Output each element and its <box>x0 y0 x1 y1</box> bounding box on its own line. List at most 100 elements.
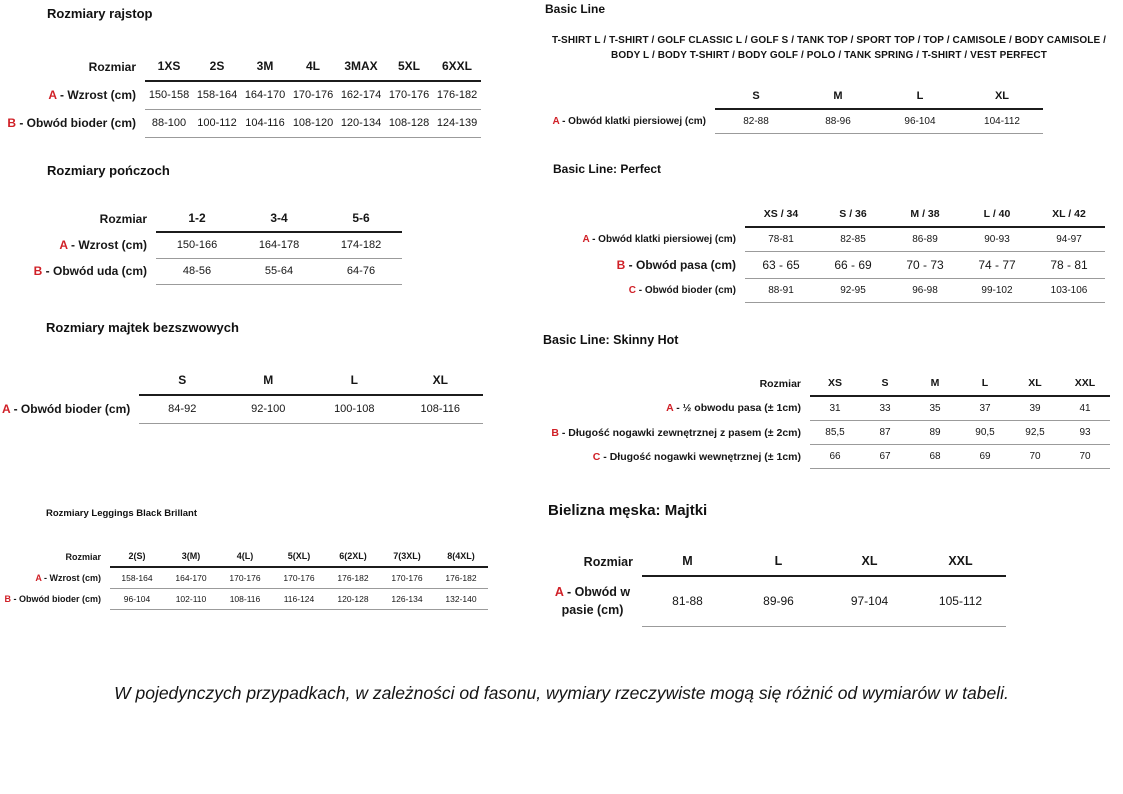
size-header-label-empty <box>540 84 715 109</box>
size-table-ponczochy: Rozmiar 1-2 3-4 5-6 A - Wzrost (cm) 150-… <box>0 205 402 285</box>
size-value: 33 <box>860 396 910 421</box>
column-header: 7(3XL) <box>380 546 434 568</box>
row-label-cell: A - Obwód w pasie (cm) <box>545 576 642 626</box>
size-value: 116-124 <box>272 588 326 610</box>
size-value: 74 - 77 <box>961 251 1033 279</box>
table-header-row: S M L XL <box>540 84 1043 110</box>
size-value: 100-112 <box>193 109 241 138</box>
size-value: 158-164 <box>193 81 241 110</box>
column-header: XL <box>1010 371 1060 397</box>
column-header: 3-4 <box>238 205 320 233</box>
size-value: 70 <box>1060 444 1110 469</box>
size-value: 87 <box>860 420 910 445</box>
size-value: 78-81 <box>745 227 817 252</box>
size-table-perfect: XS / 34 S / 36 M / 38 L / 40 XL / 42 A -… <box>540 202 1105 303</box>
column-header: 3(M) <box>164 546 218 568</box>
row-label-cell: A - Wzrost (cm) <box>0 81 145 109</box>
row-letter: A <box>666 402 674 415</box>
column-header: M <box>797 84 879 110</box>
row-label-cell: B - Długość nogawki zewnętrznej z pasem … <box>540 421 810 445</box>
table-header-row: Rozmiar 2(S) 3(M) 4(L) 5(XL) 6(2XL) 7(3X… <box>0 546 488 568</box>
size-table-meska: Rozmiar M L XL XXL A - Obwód w pasie (cm… <box>545 547 1006 627</box>
row-label: - Obwód bioder (cm) <box>638 285 736 296</box>
size-value: 170-176 <box>272 567 326 589</box>
table-header-row: Rozmiar 1XS 2S 3M 4L 3MAX 5XL 6XXL <box>0 52 481 82</box>
size-value: 96-104 <box>879 109 961 134</box>
row-letter: B <box>551 426 559 439</box>
section-title-basic-line: Basic Line <box>545 2 606 16</box>
size-value: 63 - 65 <box>745 251 817 279</box>
size-header-label: Rozmiar <box>88 59 136 74</box>
column-header: M / 38 <box>889 202 961 228</box>
size-value: 162-174 <box>337 81 385 110</box>
size-value: 164-170 <box>241 81 289 110</box>
size-value: 70 - 73 <box>889 251 961 279</box>
size-value: 102-110 <box>164 588 218 610</box>
size-value: 132-140 <box>434 588 488 610</box>
column-header: XXL <box>915 547 1006 577</box>
size-value: 99-102 <box>961 278 1033 303</box>
row-label-cell: B - Obwód bioder (cm) <box>0 589 110 610</box>
size-value: 88-100 <box>145 109 193 138</box>
row-label: - Obwód w pasie (cm) <box>561 585 631 618</box>
column-header: L <box>879 84 961 110</box>
column-header: L <box>960 371 1010 397</box>
row-label-cell: B - Obwód uda (cm) <box>0 258 156 284</box>
row-letter: B <box>7 116 16 130</box>
size-value: 108-120 <box>289 109 337 138</box>
size-value: 164-170 <box>164 567 218 589</box>
row-letter: A <box>554 585 564 599</box>
size-value: 170-176 <box>218 567 272 589</box>
size-value: 37 <box>960 396 1010 421</box>
column-header: 5(XL) <box>272 546 326 568</box>
size-value: 164-178 <box>238 232 320 259</box>
column-header: XL <box>824 547 915 577</box>
column-header: L / 40 <box>961 202 1033 228</box>
size-value: 89-96 <box>733 576 824 627</box>
size-value: 89 <box>910 420 960 445</box>
size-value: 108-128 <box>385 109 433 138</box>
column-header: M <box>225 366 312 396</box>
size-value: 100-108 <box>311 395 398 424</box>
size-value: 82-88 <box>715 109 797 134</box>
row-label-cell: A - Obwód klatki piersiowej (cm) <box>540 109 715 134</box>
column-header: 2S <box>193 52 241 82</box>
size-value: 108-116 <box>218 588 272 610</box>
size-value: 120-134 <box>337 109 385 138</box>
size-header-label: Rozmiar <box>759 377 801 390</box>
size-value: 55-64 <box>238 258 320 285</box>
table-row: B - Długość nogawki zewnętrznej z pasem … <box>540 420 1110 445</box>
size-table-majtki-bezszwowe: S M L XL A - Obwód bioder (cm) 84-92 92-… <box>0 366 484 424</box>
column-header: S / 36 <box>817 202 889 228</box>
size-value: 31 <box>810 396 860 421</box>
column-header: XL <box>961 84 1043 110</box>
size-header-label: Rozmiar <box>65 551 101 562</box>
row-letter: B <box>4 594 11 604</box>
column-header: 6(2XL) <box>326 546 380 568</box>
table-row: A - ½ obwodu pasa (± 1cm) 31 33 35 37 39… <box>540 396 1110 421</box>
column-header: 6XXL <box>433 52 481 82</box>
column-header: 1-2 <box>156 205 238 233</box>
row-label: - Długość nogawki wewnętrznej (± 1cm) <box>603 450 801 463</box>
table-header-row: Rozmiar XS S M L XL XXL <box>540 371 1110 397</box>
table-row: B - Obwód bioder (cm) 96-104 102-110 108… <box>0 588 488 610</box>
row-label-cell: A - Wzrost (cm) <box>0 567 110 589</box>
size-value: 108-116 <box>397 395 484 424</box>
column-header: S <box>860 371 910 397</box>
table-row: A - Obwód w pasie (cm) 81-88 89-96 97-10… <box>545 576 1006 627</box>
column-header: M <box>910 371 960 397</box>
column-header: L <box>311 366 398 396</box>
size-value: 66 - 69 <box>817 251 889 279</box>
size-value: 126-134 <box>380 588 434 610</box>
table-row: A - Wzrost (cm) 150-158 158-164 164-170 … <box>0 81 481 110</box>
row-label-cell: B - Obwód pasa (cm) <box>540 252 745 279</box>
row-label: - ½ obwodu pasa (± 1cm) <box>676 402 801 415</box>
row-letter: B <box>33 264 43 278</box>
size-value: 93 <box>1060 420 1110 445</box>
size-value: 92,5 <box>1010 420 1060 445</box>
table-row: B - Obwód bioder (cm) 88-100 100-112 104… <box>0 109 481 138</box>
column-header: XXL <box>1060 371 1110 397</box>
column-header: XS <box>810 371 860 397</box>
section-title-perfect: Basic Line: Perfect <box>553 162 662 176</box>
column-header: XS / 34 <box>745 202 817 228</box>
